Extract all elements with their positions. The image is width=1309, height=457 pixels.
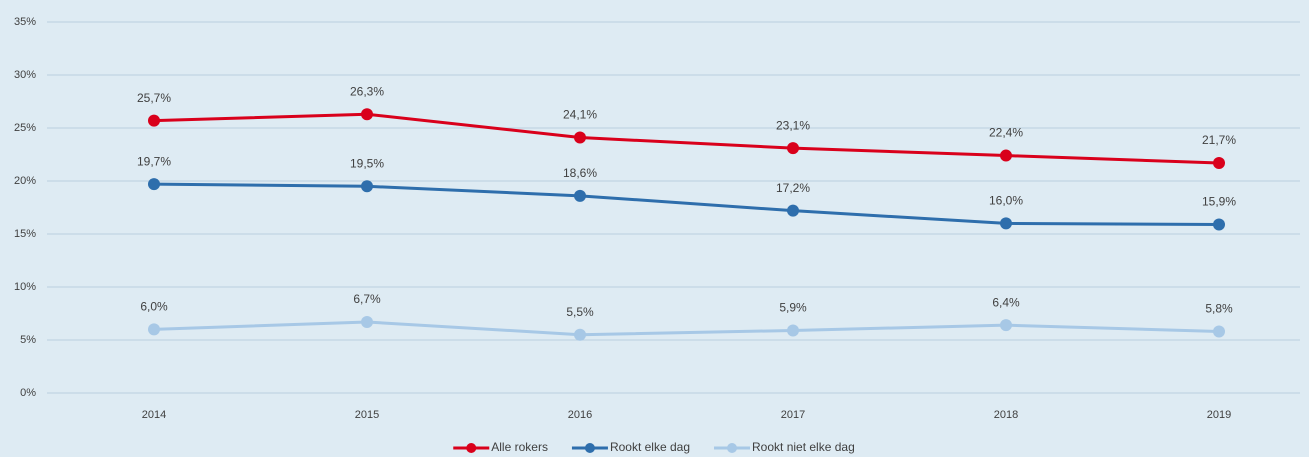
data-label: 19,5%	[350, 156, 384, 170]
data-label: 6,4%	[992, 295, 1020, 309]
point	[787, 204, 799, 217]
data-label: 22,4%	[989, 126, 1023, 140]
point	[1213, 218, 1225, 231]
x-tick-label: 2018	[994, 409, 1018, 421]
point	[361, 108, 373, 121]
data-label: 25,7%	[137, 91, 171, 105]
data-label: 19,7%	[137, 154, 171, 168]
series-line	[153, 182, 1220, 226]
point	[787, 324, 799, 337]
legend-label: Rookt elke dag	[610, 440, 690, 454]
data-label: 17,2%	[776, 181, 810, 195]
data-label: 18,6%	[563, 166, 597, 180]
data-label: 5,9%	[779, 301, 807, 315]
legend-marker	[727, 443, 738, 453]
x-tick-label: 2019	[1207, 409, 1231, 421]
y-tick-label: 30%	[14, 69, 36, 81]
legend-label: Alle rokers	[491, 440, 548, 454]
y-tick-label: 0%	[20, 387, 36, 399]
point	[574, 328, 586, 341]
point	[574, 189, 586, 202]
y-tick-label: 35%	[14, 16, 36, 28]
y-tick-label: 5%	[20, 334, 36, 346]
legend-item: Alle rokers	[453, 440, 548, 454]
point	[1213, 325, 1225, 338]
point	[148, 323, 160, 336]
legend-label: Rookt niet elke dag	[752, 440, 855, 454]
x-tick-label: 2016	[568, 409, 592, 421]
point	[1000, 149, 1012, 162]
point	[1000, 319, 1012, 332]
point	[361, 315, 373, 328]
legend-item: Rookt niet elke dag	[714, 440, 855, 454]
legend-marker	[466, 443, 477, 453]
data-label: 21,7%	[1202, 133, 1236, 147]
data-label: 5,8%	[1205, 302, 1233, 316]
data-label: 16,0%	[989, 194, 1023, 208]
legend-item: Rookt elke dag	[571, 440, 690, 454]
data-label: 23,1%	[776, 118, 810, 132]
y-tick-label: 25%	[14, 122, 36, 134]
legend-marker	[584, 443, 595, 453]
data-label: 5,5%	[566, 305, 594, 319]
data-label: 6,0%	[140, 300, 168, 314]
y-tick-label: 15%	[14, 228, 36, 240]
series-line	[153, 112, 1220, 165]
x-tick-label: 2017	[781, 409, 805, 421]
data-label: 15,9%	[1202, 195, 1236, 209]
series-line	[153, 320, 1220, 337]
point	[787, 142, 799, 155]
point	[574, 131, 586, 144]
point	[361, 180, 373, 193]
x-tick-label: 2015	[355, 409, 379, 421]
data-label: 6,7%	[353, 292, 381, 306]
data-label: 26,3%	[350, 84, 384, 98]
point	[1213, 156, 1225, 169]
x-tick-label: 2014	[142, 409, 166, 421]
point	[148, 178, 160, 191]
data-label: 24,1%	[563, 108, 597, 122]
y-tick-label: 10%	[14, 281, 36, 293]
y-tick-label: 20%	[14, 175, 36, 187]
point	[148, 114, 160, 127]
point	[1000, 217, 1012, 230]
